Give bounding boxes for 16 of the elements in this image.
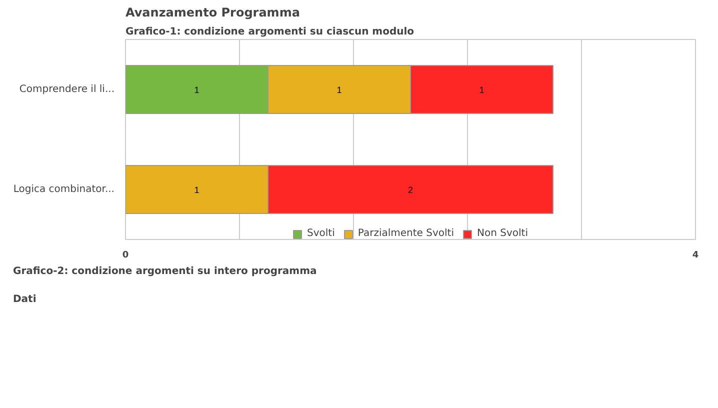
x-tick-label: 0 — [122, 250, 129, 260]
data-label: 1 — [194, 185, 200, 195]
data-label: 1 — [194, 85, 200, 95]
y-tick-label: Logica combinator... — [13, 184, 115, 195]
data-label: 2 — [408, 185, 414, 195]
legend-label: Parzialmente Svolti — [358, 228, 454, 239]
data-label: 1 — [336, 85, 342, 95]
legend-label: Svolti — [307, 228, 335, 239]
chart-subtitle: Grafico-1: condizione argomenti su ciascun modulo — [126, 26, 414, 38]
data-label: 1 — [479, 85, 484, 95]
legend-label: Non Svolti — [477, 228, 528, 239]
y-tick-label: Comprendere il li... — [19, 84, 115, 95]
text: Dati — [13, 293, 36, 307]
chart-title: Avanzamento Programma — [126, 6, 300, 20]
text: Grafico-2: condizione argomenti su intero programma — [13, 265, 317, 279]
x-tick-label: 4 — [692, 250, 699, 260]
